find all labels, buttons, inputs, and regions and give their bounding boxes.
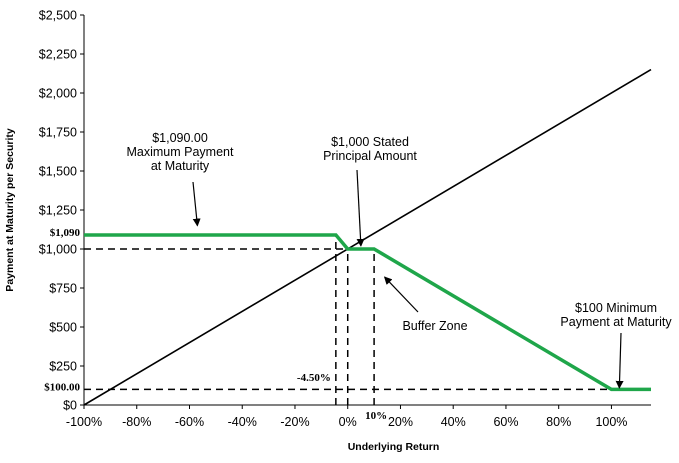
reference-lines [84, 234, 612, 405]
axes [80, 14, 651, 409]
x-tick-label: -40% [228, 415, 257, 429]
y-tick-label: $1,000 [39, 243, 77, 257]
y-tick-label: $2,250 [39, 48, 77, 62]
annotation-arrow [356, 169, 365, 247]
annotation-arrow [383, 276, 419, 313]
y-tick-label: $750 [49, 282, 77, 296]
x-tick-label: 100% [595, 415, 627, 429]
tick-labels: $0 $250 $500 $750 $1,000 $1,250 $1,500 $1,750 $2… [39, 9, 628, 430]
x-tick-label: 80% [546, 415, 571, 429]
x-tick-label: -20% [280, 415, 309, 429]
annotations: $1,090.00 Maximum Payment at Maturity $1,00… [127, 131, 672, 389]
y-tick-label: $1,500 [39, 165, 77, 179]
value-marker-label: -4.50% [297, 372, 331, 384]
x-tick-label: 0% [339, 415, 357, 429]
x-tick-label: 20% [388, 415, 413, 429]
annotation-text: $1,090.00 Maximum Payment at Maturity [127, 131, 234, 173]
series-lines [83, 68, 652, 406]
value-markers: $1,090 $100.00 -4.50% 10% [44, 227, 387, 422]
annotation-text: Buffer Zone [402, 319, 467, 333]
x-axis-label: Underlying Return [348, 441, 440, 453]
value-marker-label: $100.00 [44, 381, 80, 393]
payment-at-maturity-line [84, 233, 651, 392]
annotation-text: $100 Minimum Payment at Maturity [560, 301, 672, 329]
y-tick-label: $0 [63, 399, 77, 413]
y-tick-label: $250 [49, 360, 77, 374]
x-tick-label: 60% [493, 415, 518, 429]
y-axis-label: Payment at Maturity per Security [4, 128, 16, 292]
value-marker-label: 10% [365, 410, 387, 422]
y-tick-label: $500 [49, 321, 77, 335]
annotation-arrow [615, 332, 624, 389]
y-tick-label: $2,000 [39, 87, 77, 101]
x-tick-label: 40% [441, 415, 466, 429]
x-tick-label: -80% [122, 415, 151, 429]
x-tick-label: -100% [66, 415, 102, 429]
value-marker-label: $1,090 [50, 227, 81, 239]
underlying-return-line [83, 68, 652, 406]
y-tick-label: $1,250 [39, 204, 77, 218]
annotation-text: $1,000 Stated Principal Amount [323, 135, 417, 163]
annotation-arrow [192, 181, 201, 227]
x-tick-label: -60% [175, 415, 204, 429]
y-tick-label: $1,750 [39, 126, 77, 140]
y-tick-label: $2,500 [39, 9, 77, 23]
